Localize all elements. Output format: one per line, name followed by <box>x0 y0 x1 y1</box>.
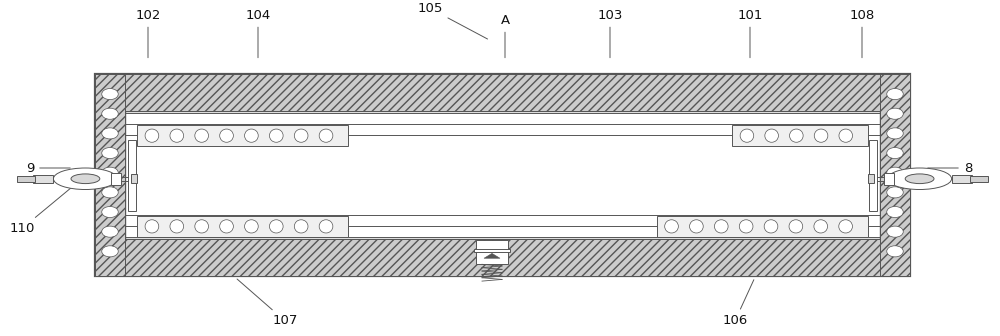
Bar <box>869 140 877 211</box>
Ellipse shape <box>814 220 828 233</box>
Ellipse shape <box>665 220 678 233</box>
Bar <box>95 239 910 276</box>
Bar <box>970 176 988 182</box>
Bar <box>880 74 910 276</box>
Ellipse shape <box>839 220 852 233</box>
Ellipse shape <box>102 187 118 198</box>
Ellipse shape <box>789 220 803 233</box>
Text: A: A <box>500 14 510 58</box>
Ellipse shape <box>220 129 233 142</box>
Ellipse shape <box>245 220 258 233</box>
Ellipse shape <box>690 220 703 233</box>
Ellipse shape <box>765 129 778 142</box>
Ellipse shape <box>102 226 118 237</box>
Ellipse shape <box>887 148 903 159</box>
Ellipse shape <box>145 129 159 142</box>
Bar <box>884 173 894 185</box>
Ellipse shape <box>319 220 333 233</box>
Bar <box>732 126 868 146</box>
Ellipse shape <box>764 220 778 233</box>
Text: 101: 101 <box>737 9 763 58</box>
Ellipse shape <box>887 187 903 198</box>
Bar <box>111 173 121 185</box>
Bar <box>657 216 868 237</box>
Bar <box>33 175 53 183</box>
Text: 9: 9 <box>26 162 70 174</box>
Bar <box>95 74 910 276</box>
Ellipse shape <box>790 129 803 142</box>
Ellipse shape <box>269 220 283 233</box>
Text: 104: 104 <box>245 9 271 58</box>
Ellipse shape <box>145 220 159 233</box>
Ellipse shape <box>102 167 118 178</box>
Circle shape <box>888 168 952 190</box>
Bar <box>17 176 35 182</box>
Ellipse shape <box>319 129 333 142</box>
Bar <box>137 126 348 146</box>
Bar <box>137 216 348 237</box>
Circle shape <box>53 168 117 190</box>
Bar <box>474 249 510 252</box>
Ellipse shape <box>887 246 903 257</box>
Ellipse shape <box>245 129 258 142</box>
Bar <box>131 174 137 183</box>
Polygon shape <box>484 253 500 258</box>
Ellipse shape <box>839 129 853 142</box>
Ellipse shape <box>269 129 283 142</box>
Ellipse shape <box>102 89 118 100</box>
Ellipse shape <box>887 206 903 218</box>
Ellipse shape <box>887 108 903 119</box>
Text: 106: 106 <box>722 280 754 327</box>
Ellipse shape <box>195 129 209 142</box>
Text: 110: 110 <box>9 170 93 235</box>
Bar <box>128 140 136 211</box>
Text: 103: 103 <box>597 9 623 58</box>
Text: 102: 102 <box>135 9 161 58</box>
Ellipse shape <box>170 220 184 233</box>
Ellipse shape <box>887 128 903 139</box>
Ellipse shape <box>740 129 754 142</box>
Ellipse shape <box>102 148 118 159</box>
Bar <box>95 74 910 111</box>
Circle shape <box>905 174 934 183</box>
Text: 108: 108 <box>849 9 875 58</box>
Ellipse shape <box>294 129 308 142</box>
Bar <box>868 174 874 183</box>
Ellipse shape <box>102 108 118 119</box>
Bar <box>952 175 972 183</box>
Ellipse shape <box>294 220 308 233</box>
Ellipse shape <box>170 129 184 142</box>
Bar <box>125 111 880 239</box>
Text: 105: 105 <box>417 2 488 39</box>
Text: 107: 107 <box>237 279 298 327</box>
Bar <box>95 74 125 276</box>
Ellipse shape <box>714 220 728 233</box>
Text: 8: 8 <box>928 162 972 174</box>
Circle shape <box>71 174 100 183</box>
Bar <box>476 240 508 264</box>
Ellipse shape <box>102 128 118 139</box>
Ellipse shape <box>195 220 209 233</box>
Ellipse shape <box>102 206 118 218</box>
Ellipse shape <box>887 89 903 100</box>
Ellipse shape <box>814 129 828 142</box>
Ellipse shape <box>887 226 903 237</box>
Ellipse shape <box>739 220 753 233</box>
Ellipse shape <box>220 220 233 233</box>
Ellipse shape <box>887 167 903 178</box>
Ellipse shape <box>102 246 118 257</box>
